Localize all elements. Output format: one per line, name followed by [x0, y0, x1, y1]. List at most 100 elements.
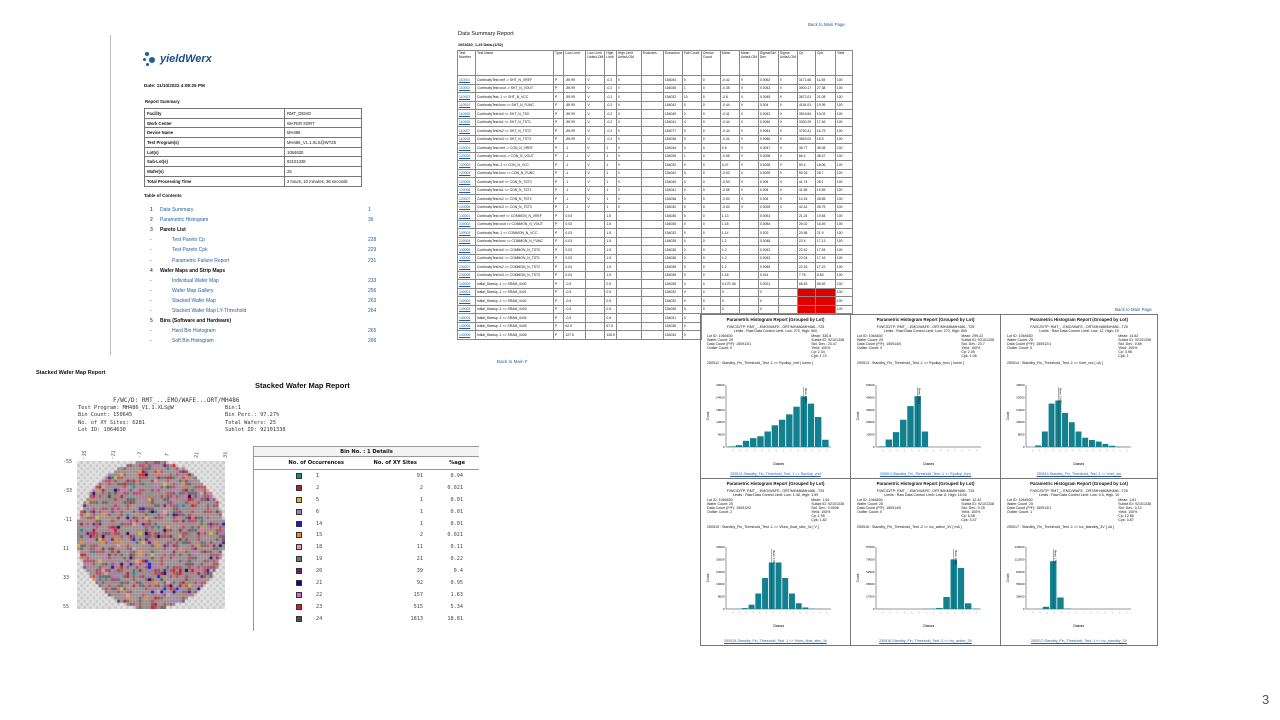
test-number-link[interactable]: 120004 [457, 168, 476, 178]
test-number-link[interactable]: 110002 [457, 83, 476, 93]
test-number-link[interactable]: 130008 [457, 270, 476, 280]
test-number-link[interactable]: 140002 [457, 296, 476, 306]
test-number-link[interactable]: 140003 [457, 304, 476, 314]
toc-item[interactable]: - Wafer Map Gallery 256 [150, 286, 382, 296]
x-tick-label: — [791, 611, 795, 615]
test-number-link[interactable]: 130002 [457, 219, 476, 229]
test-number-link[interactable]: 120003 [457, 160, 476, 170]
x-tick-label: — [1125, 449, 1129, 453]
toc-label[interactable]: Parametric Failure Report [172, 257, 230, 264]
histogram-bar [728, 446, 735, 447]
table-cell [615, 304, 642, 314]
histogram-link[interactable]: 250514-Standby_Fin_Threshold_Test -1 <> … [1036, 472, 1122, 476]
toc-label[interactable]: Soft Bin Histogram [172, 338, 214, 345]
stacked-wafer-map[interactable] [77, 461, 225, 609]
test-number-link[interactable]: 120006 [457, 185, 476, 195]
toc-label[interactable]: Individual Wafer Map [172, 277, 219, 284]
histogram-title: Parametric Histogram Report (Grouped by … [1030, 481, 1128, 486]
x-tick-label: — [1096, 611, 1100, 615]
toc-label[interactable]: Test Pareto Cp [172, 237, 206, 244]
toc-item: 3 Pareto List [150, 225, 382, 235]
back-to-main-link[interactable]: Back to Main F [497, 359, 528, 364]
toc-label[interactable]: Parametric Histogram [160, 217, 209, 224]
table-cell: ContinuityTest:ts3 <> CON_N_TST3 [475, 202, 554, 212]
toc-item[interactable]: - Individual Wafer Map 233 [150, 276, 382, 286]
table-cell: 154032 [662, 92, 683, 102]
test-number-link[interactable]: 130003 [457, 228, 476, 238]
table-cell: 0.004 [757, 100, 779, 110]
toc-label[interactable]: Data Summary [160, 207, 194, 214]
toc-item[interactable]: - Stacked Wafer Map 263 [150, 296, 382, 306]
histogram-link[interactable]: 250516-Standby_Fin_Threshold_Test -2 <> … [879, 639, 972, 643]
toc-item[interactable]: - Soft Bin Histogram 266 [150, 336, 382, 346]
test-number-link[interactable]: 140006 [457, 330, 476, 340]
x-tick-label: — [1031, 449, 1035, 453]
histogram-bar [1082, 437, 1089, 447]
toc-item[interactable]: - Test Pareto Cpk 229 [150, 245, 382, 255]
toc-item[interactable]: - Stacked Wafer Map LY-Threshold 264 [150, 306, 382, 316]
test-number-link[interactable]: 130001 [457, 211, 476, 221]
table-cell: 0 [700, 194, 721, 204]
x-axis-label: Classes [923, 624, 935, 628]
summary-row: Sub-Lot(s) 92101338 [144, 156, 362, 168]
test-number-link[interactable]: 110006 [457, 117, 476, 127]
test-number-link[interactable]: 140001 [457, 287, 476, 297]
table-cell: Initial_Startup -1 <> SRAM_0x06 [475, 330, 554, 340]
test-number-link[interactable]: 110008 [457, 134, 476, 144]
test-number-link[interactable]: 130004 [457, 236, 476, 246]
toc-label[interactable]: Hard Bin Histogram [172, 328, 216, 335]
test-number-link[interactable]: 120007 [457, 194, 476, 204]
histogram-link[interactable]: 250512-Standby_Fin_Threshold_Test -1 <> … [730, 472, 821, 476]
test-number-link[interactable]: 140000 [457, 279, 476, 289]
data-summary-back-link[interactable]: Back to Main Page [808, 22, 845, 27]
toc-label[interactable]: Wafer Map Gallery [172, 287, 214, 294]
test-number-link[interactable]: 110007 [457, 126, 476, 136]
y-tick-label: 24000 [1016, 408, 1025, 412]
toc-item[interactable]: 1 Data Summary 1 [150, 205, 382, 215]
test-number-link[interactable]: 130006 [457, 253, 476, 263]
test-number-link[interactable]: 120002 [457, 151, 476, 161]
x-tick-label: — [1067, 611, 1071, 615]
toc-item[interactable]: 2 Parametric Histogram 36 [150, 215, 382, 225]
test-number-link[interactable]: 110003 [457, 92, 476, 102]
table-cell: P [552, 279, 565, 289]
toc-item[interactable]: - Parametric Failure Report 231 [150, 255, 382, 265]
table-cell: 22.42 [796, 245, 816, 255]
table-cell: V [738, 151, 759, 161]
table-cell: ContinuityTest:ts0 <> CON_N_TST0 [475, 177, 554, 187]
toc-item[interactable]: - Test Pareto Cp 228 [150, 235, 382, 245]
toc-label[interactable]: Stacked Wafer Map [172, 297, 216, 304]
histogram-bar [957, 567, 965, 609]
table-cell: 19.99 [814, 100, 836, 110]
toc-item[interactable]: - Hard Bin Histogram 265 [150, 326, 382, 336]
test-number-link[interactable]: 140004 [457, 313, 476, 323]
x-tick-label: — [960, 611, 964, 615]
histogram-link[interactable]: 250515-Standby_Fin_Threshold_Test -1 <> … [724, 639, 827, 643]
histogram-link[interactable]: 250517-Standby_Fin_Threshold_Test -1 <> … [1031, 639, 1127, 643]
table-cell: V [738, 117, 759, 127]
bin-color-swatch [296, 556, 302, 563]
table-cell: 0 [700, 151, 721, 161]
test-number-link[interactable]: 120005 [457, 177, 476, 187]
test-number-link[interactable]: 110005 [457, 109, 476, 119]
y-tick-label: 12000 [716, 420, 725, 424]
test-number-link[interactable]: 120008 [457, 202, 476, 212]
test-number-link[interactable]: 110001 [457, 75, 476, 85]
table-row: 140002 Initial_Startup -1 <> SRAM_0x02 P -0… [457, 296, 853, 306]
test-number-link[interactable]: 130005 [457, 245, 476, 255]
table-cell: -1 [563, 185, 587, 195]
test-number-link[interactable]: 130007 [457, 262, 476, 272]
histogram-back-link[interactable]: Back to Main Page [1115, 307, 1152, 312]
bin-percentage: 0.22 [450, 556, 464, 563]
histogram-link[interactable]: 250513-Standby_Fin_Threshold_Test -1 <> … [879, 472, 972, 476]
table-cell: 1.5 [604, 236, 617, 246]
table-cell: 0 [681, 228, 702, 238]
table-row: 130004 ContinuityTest:func <> COMMON_N_FU… [457, 236, 853, 246]
test-number-link[interactable]: 140005 [457, 321, 476, 331]
toc-label[interactable]: Stacked Wafer Map LY-Threshold [172, 307, 247, 314]
toc-label[interactable]: Test Pareto Cpk [172, 247, 208, 254]
test-number-link[interactable]: 110004 [457, 100, 476, 110]
test-number-link[interactable]: 120001 [457, 143, 476, 153]
table-cell: 154036 [662, 194, 683, 204]
x-axis-label: Classes [773, 462, 785, 466]
